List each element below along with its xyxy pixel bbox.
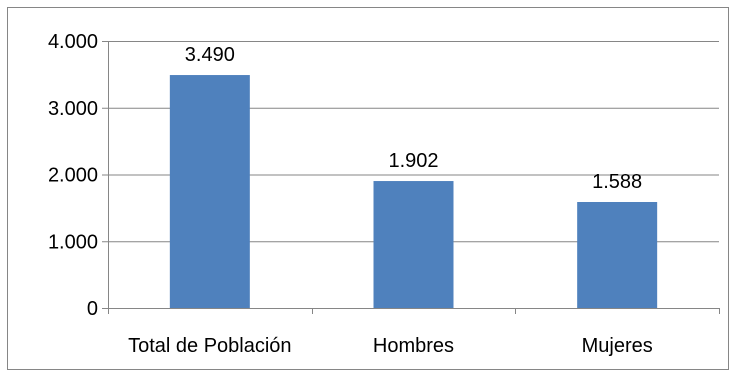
- y-tick-label: 2.000: [48, 165, 98, 187]
- x-category-label: Total de Población: [128, 335, 291, 357]
- bar: [577, 202, 658, 308]
- bars: [169, 75, 658, 308]
- data-label: 1.588: [592, 171, 642, 193]
- labels: 0 1.000 2.000 3.000 4.000 3.490 Total de Pobla…: [48, 31, 653, 357]
- y-tick-label: 1.000: [48, 231, 98, 253]
- bar: [373, 181, 454, 308]
- y-tick-label: 3.000: [48, 98, 98, 120]
- x-category-label: Mujeres: [582, 335, 653, 357]
- data-label: 1.902: [388, 150, 438, 172]
- y-tick-label: 4.000: [48, 31, 98, 53]
- data-label: 3.490: [185, 44, 235, 66]
- bar: [169, 75, 250, 308]
- chart-border: [7, 7, 729, 370]
- x-category-label: Hombres: [373, 335, 454, 357]
- axes: [108, 41, 720, 314]
- y-tick-label: 0: [87, 298, 98, 320]
